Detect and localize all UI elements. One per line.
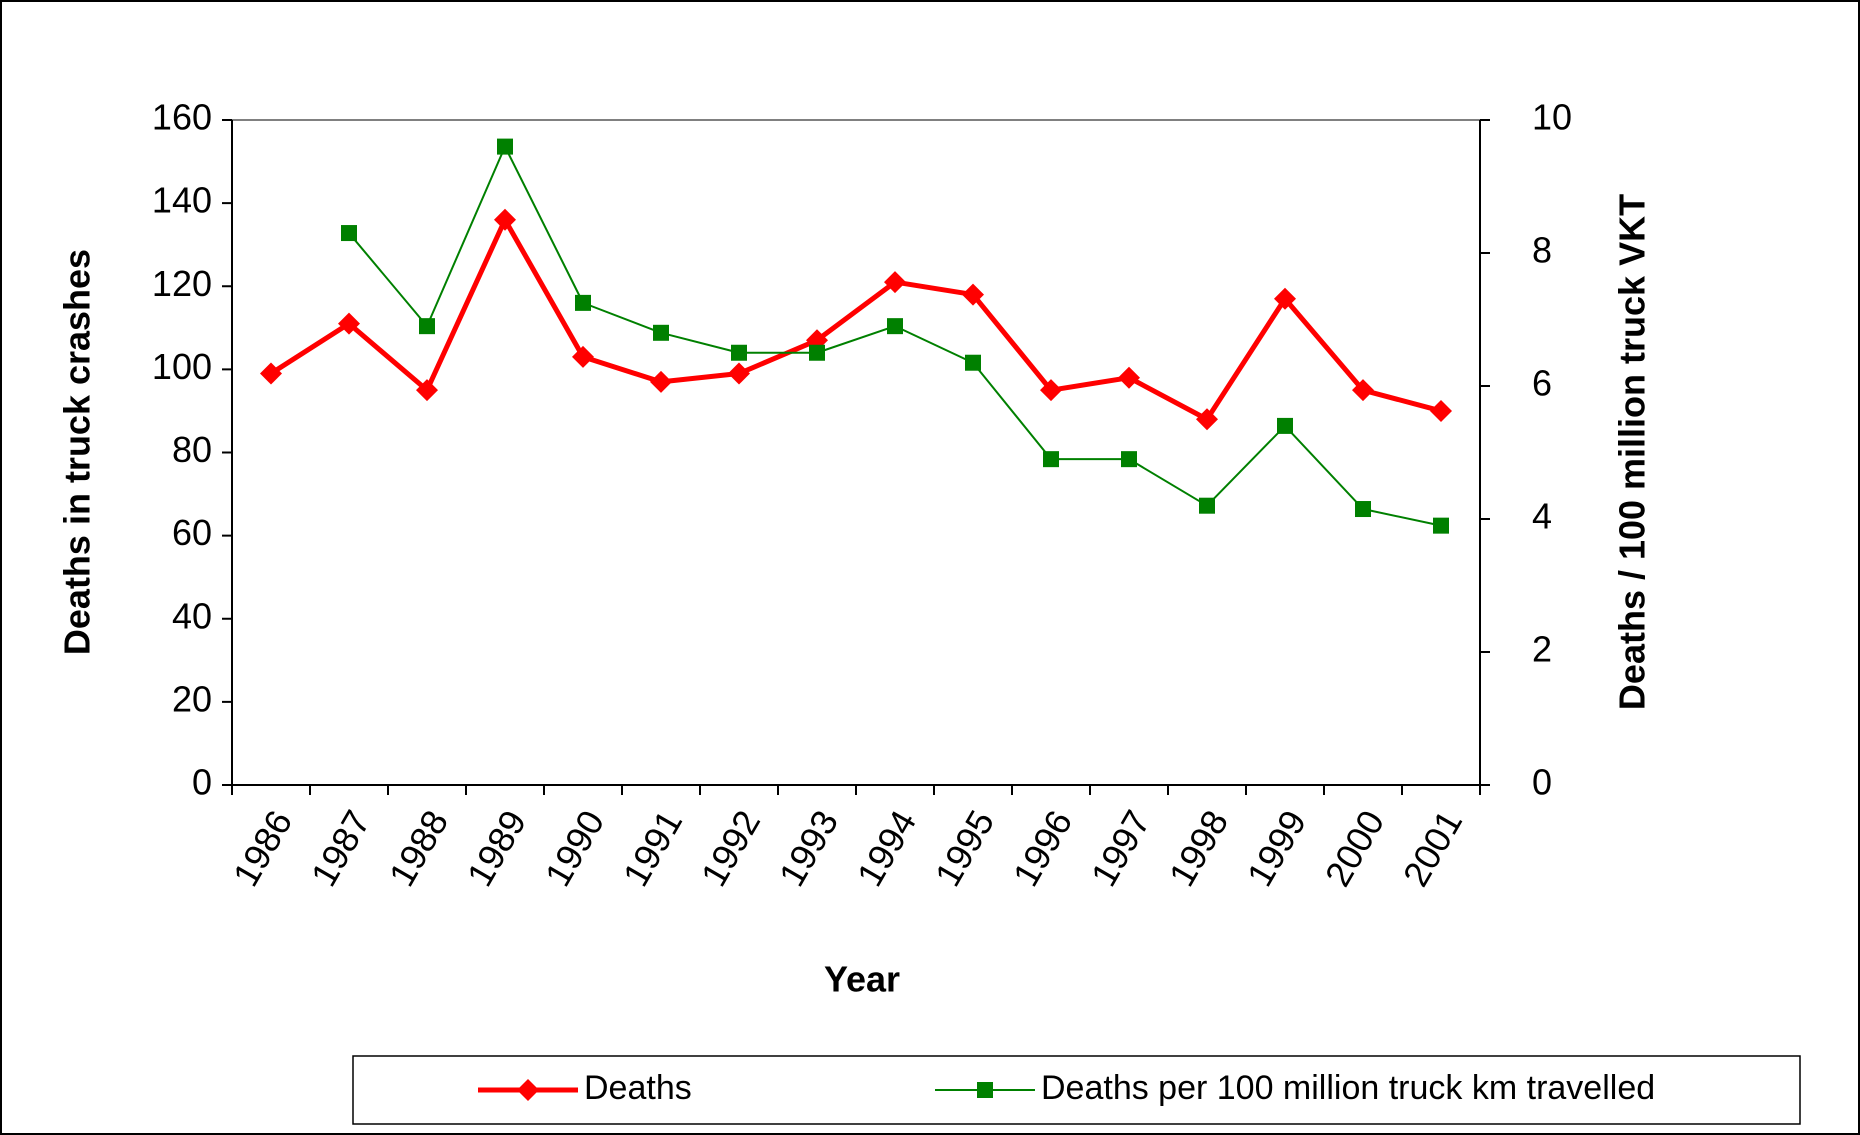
y-tick-label: 100 <box>152 346 212 387</box>
series-line <box>269 217 1442 422</box>
data-point <box>497 138 513 155</box>
data-point <box>1274 287 1296 310</box>
data-point <box>494 208 516 231</box>
y-tick-label: 160 <box>152 97 212 138</box>
y2-axis-title: Deaths / 100 million truck VKT <box>1612 194 1653 710</box>
legend-label: Deaths <box>584 1069 692 1107</box>
y-tick-label: 40 <box>172 595 212 636</box>
data-point <box>965 354 981 371</box>
data-point <box>1355 501 1371 518</box>
data-point <box>728 362 750 385</box>
data-point <box>809 344 825 361</box>
data-point <box>1199 497 1215 514</box>
data-point <box>575 294 591 311</box>
data-point <box>1352 379 1374 402</box>
y2-tick-label: 0 <box>1532 762 1552 803</box>
plot-area <box>231 119 1481 786</box>
data-point <box>419 318 435 335</box>
legend-label: Deaths per 100 million truck km travelle… <box>1041 1069 1655 1107</box>
data-point <box>341 225 357 242</box>
data-point <box>731 344 747 361</box>
data-point <box>962 283 984 306</box>
y-tick-label: 60 <box>172 512 212 553</box>
data-point <box>1121 451 1137 468</box>
data-point <box>1277 417 1293 434</box>
y-tick-label: 80 <box>172 429 212 470</box>
data-point <box>653 324 669 341</box>
data-point <box>1433 517 1449 534</box>
legend-marker <box>977 1082 993 1098</box>
y-tick-label: 0 <box>192 762 212 803</box>
data-point <box>572 345 594 368</box>
y2-tick-label: 6 <box>1532 363 1552 404</box>
data-point <box>1118 366 1140 389</box>
legend <box>352 1055 1801 1125</box>
y-tick-label: 120 <box>152 263 212 304</box>
y2-tick-label: 10 <box>1532 97 1572 138</box>
data-point <box>1040 379 1062 402</box>
data-point <box>416 379 438 402</box>
data-point <box>887 318 903 335</box>
legend-marker <box>517 1079 539 1101</box>
y-tick-label: 140 <box>152 180 212 221</box>
y-axis-title: Deaths in truck crashes <box>57 249 98 655</box>
y2-tick-label: 2 <box>1532 629 1552 670</box>
data-point <box>1430 399 1452 422</box>
y2-tick-label: 4 <box>1532 496 1552 537</box>
data-point <box>884 271 906 294</box>
y2-tick-label: 8 <box>1532 230 1552 271</box>
y-tick-label: 20 <box>172 678 212 719</box>
data-point <box>650 370 672 393</box>
data-point <box>1043 451 1059 468</box>
data-point <box>338 312 360 335</box>
data-point <box>260 362 282 385</box>
data-point <box>1196 408 1218 431</box>
x-axis-title: Year <box>824 959 900 1000</box>
